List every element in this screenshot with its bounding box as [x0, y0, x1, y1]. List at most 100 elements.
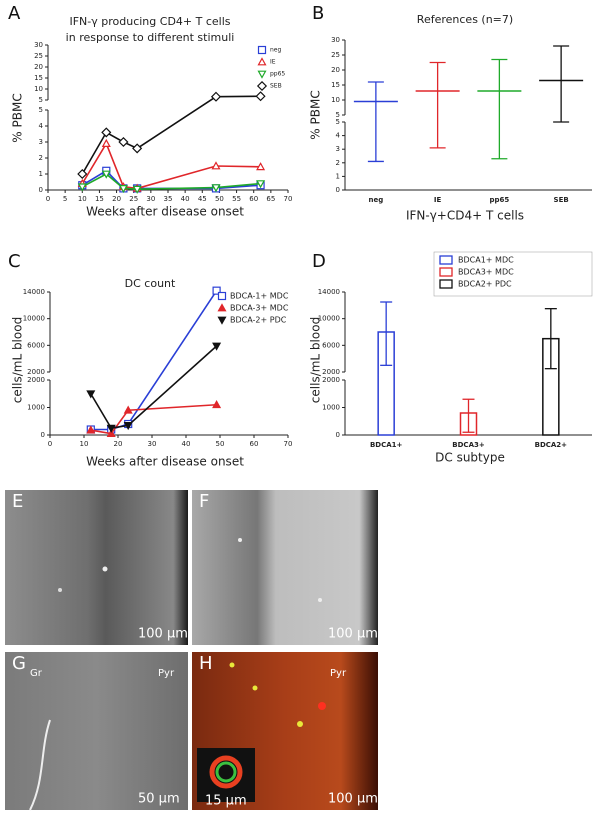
marker	[77, 168, 88, 180]
y-tick-label: 2000	[27, 368, 45, 376]
x-tick-label: 15	[95, 195, 104, 203]
cell	[102, 566, 108, 572]
x-tick-label: 70	[284, 195, 293, 203]
marker	[101, 127, 112, 138]
scale-label: 50 μm	[138, 792, 180, 807]
marker	[86, 390, 96, 399]
panel-label: E	[12, 491, 23, 512]
x-tick-label: neg	[369, 196, 384, 204]
y-tick-label: 5	[39, 106, 43, 114]
y-tick-label: 10	[34, 85, 43, 93]
legend-swatch	[439, 267, 453, 277]
legend-label: neg	[270, 47, 281, 54]
x-tick-label: 0	[48, 440, 52, 448]
y-tick-label: 1	[39, 170, 43, 178]
legend-swatch	[439, 279, 453, 289]
data-line	[90, 345, 218, 430]
marker	[101, 138, 111, 147]
x-tick-label: SEB	[554, 196, 569, 204]
data-line	[81, 173, 261, 191]
marker	[257, 45, 267, 55]
y-tick-label: 20	[34, 63, 43, 71]
x-axis-label: IFN-γ+CD4+ T cells	[406, 209, 524, 223]
data-line	[90, 403, 217, 435]
panel-label: G	[12, 653, 26, 674]
y-tick-label: 2000	[27, 376, 45, 384]
legend-swatch	[439, 255, 453, 265]
x-tick-label: 70	[284, 440, 293, 448]
y-tick-label: 6000	[322, 341, 340, 349]
marker	[212, 342, 222, 351]
y-axis-label: cells/mL blood	[309, 317, 323, 403]
y-axis-label: % PBMC	[309, 90, 323, 139]
y-tick-label: 2000	[322, 376, 340, 384]
y-tick-label: 0	[39, 186, 43, 194]
chart-title: References (n=7)	[417, 13, 513, 26]
region-label: Pyr	[330, 668, 347, 679]
panel-label: F	[199, 491, 209, 512]
marker	[256, 162, 266, 171]
marker	[217, 303, 227, 312]
cell	[318, 702, 326, 710]
cell	[58, 588, 62, 592]
x-tick-label: 25	[129, 195, 138, 203]
y-tick-label: 1000	[322, 404, 340, 412]
marker	[257, 57, 267, 66]
y-tick-label: 2	[336, 159, 340, 167]
y-tick-label: 4	[39, 122, 44, 130]
legend-box	[433, 251, 593, 297]
legend-label: BDCA3+ MDC	[458, 268, 514, 277]
cell	[229, 662, 235, 668]
charts: A IFN-γ producing CD4+ T cells in response…	[8, 3, 593, 469]
legend-label: IE	[270, 59, 276, 66]
x-tick-label: 40	[182, 440, 191, 448]
legend-label: BDCA1+ MDC	[458, 256, 514, 265]
region-label: Pyr	[158, 668, 175, 679]
marker	[212, 286, 221, 295]
panel-label: H	[199, 653, 213, 674]
marker	[211, 184, 221, 193]
x-tick-label: 30	[146, 195, 155, 203]
marker	[217, 316, 227, 325]
marker	[257, 70, 267, 79]
x-tick-label: 60	[249, 195, 258, 203]
x-tick-label: BDCA1+	[370, 441, 403, 449]
legend-label: BDCA-2+ PDC	[230, 316, 287, 325]
legend-label: BDCA-1+ MDC	[230, 292, 289, 301]
scale-label: 100 μm	[328, 792, 378, 807]
marker	[256, 80, 268, 92]
chart-title: IFN-γ producing CD4+ T cells	[69, 15, 230, 28]
image-e	[5, 490, 188, 645]
y-tick-label: 10	[331, 96, 340, 104]
y-tick-label: 15	[34, 74, 43, 82]
chart-subtitle: in response to different stimuli	[66, 31, 235, 44]
x-tick-label: 35	[164, 195, 173, 203]
y-tick-label: 25	[34, 52, 43, 60]
y-tick-label: 5	[336, 111, 340, 119]
x-axis-label: Weeks after disease onset	[86, 455, 244, 469]
y-tick-label: 6000	[27, 341, 45, 349]
y-axis-label: % PBMC	[11, 93, 25, 142]
y-tick-label: 0	[336, 186, 340, 194]
y-tick-label: 2000	[322, 368, 340, 376]
legend-label: SEB	[270, 83, 282, 90]
panel-label: D	[312, 251, 326, 272]
marker	[118, 185, 128, 194]
marker	[123, 421, 133, 431]
y-tick-label: 25	[331, 51, 340, 59]
chart-title: DC count	[125, 277, 176, 290]
x-tick-label: BDCA3+	[452, 441, 485, 449]
y-tick-label: 1	[336, 172, 340, 180]
inset-cell	[209, 755, 243, 789]
y-tick-label: 10000	[318, 315, 340, 323]
marker	[255, 91, 266, 102]
marker	[101, 170, 111, 179]
y-tick-label: 1000	[27, 404, 45, 412]
y-tick-label: 3	[336, 145, 340, 153]
micrographs: E 100 μm F 100 μm G Gr Pyr 50 μm H Pyr 1…	[5, 490, 378, 811]
y-tick-label: 4	[336, 132, 341, 140]
image-g	[5, 652, 188, 810]
scale-label: 100 μm	[138, 627, 188, 642]
marker	[211, 161, 221, 170]
marker	[86, 425, 96, 434]
